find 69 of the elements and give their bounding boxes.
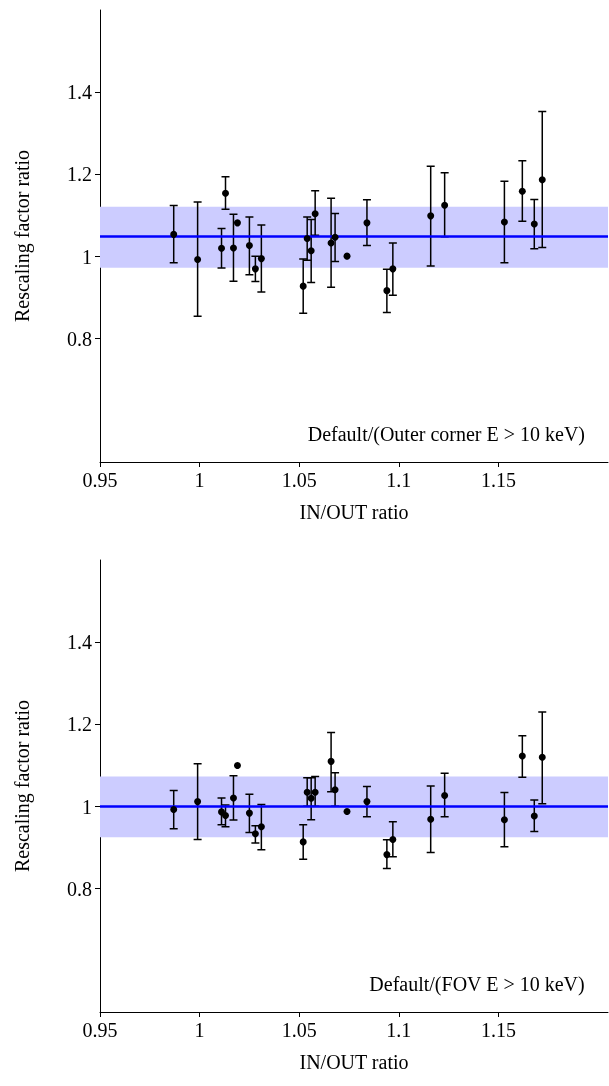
y-tick-label: 0.8 [67,877,92,900]
x-tick-label: 1.15 [480,469,516,491]
point [327,757,335,765]
point [245,809,253,817]
point [170,230,178,238]
y-tick-label: 1.4 [67,631,92,654]
y-axis-title: Rescaling factor ratio [11,699,34,873]
point [245,241,253,249]
point [331,786,339,794]
point [363,219,371,227]
point [383,851,391,859]
point [218,244,226,252]
y-axis-title: Rescaling factor ratio [11,149,34,323]
point [299,282,307,290]
point [233,761,241,769]
annotation: Default/(Outer corner E > 10 keV) [307,423,586,446]
point [311,210,319,218]
point [331,233,339,241]
point [441,791,449,799]
x-tick-label: 1 [194,469,205,491]
y-tick-label: 1.2 [67,163,92,186]
x-tick-label: 1.05 [281,469,317,491]
point [311,788,319,796]
y-tick-label: 1.4 [67,81,92,104]
x-tick-label: 0.95 [82,469,118,491]
x-tick-label: 1.15 [480,1019,516,1041]
point [194,255,202,263]
annotation: Default/(FOV E > 10 keV) [369,973,585,996]
point [538,753,546,761]
point [500,218,508,226]
point [303,234,311,242]
point [538,176,546,184]
point [229,244,237,252]
x-tick-label: 1 [194,1019,205,1041]
x-tick-label: 1.1 [386,1019,412,1041]
x-axis-title: IN/OUT ratio [299,1051,409,1073]
point [427,212,435,220]
point [518,187,526,195]
y-tick-label: 1.2 [67,713,92,736]
point [363,798,371,806]
y-tick-label: 1 [82,245,92,268]
point [251,830,259,838]
point [383,287,391,295]
x-axis-title: IN/OUT ratio [299,501,409,523]
x-tick-label: 1.1 [386,469,412,491]
y-tick-label: 0.8 [67,327,92,350]
point [530,812,538,820]
point [299,838,307,846]
x-tick-label: 0.95 [82,1019,118,1041]
point [307,794,315,802]
point [389,835,397,843]
point [427,815,435,823]
point [389,265,397,273]
point [343,807,351,815]
point [518,752,526,760]
x-tick-label: 1.05 [281,1019,317,1041]
point [441,201,449,209]
point [222,189,230,197]
point [233,219,241,227]
point [257,255,265,263]
point [170,805,178,813]
point [500,816,508,824]
y-tick-label: 1 [82,795,92,818]
point [194,798,202,806]
point [257,823,265,831]
point [307,247,315,255]
point [303,788,311,796]
point [530,220,538,228]
point [229,794,237,802]
